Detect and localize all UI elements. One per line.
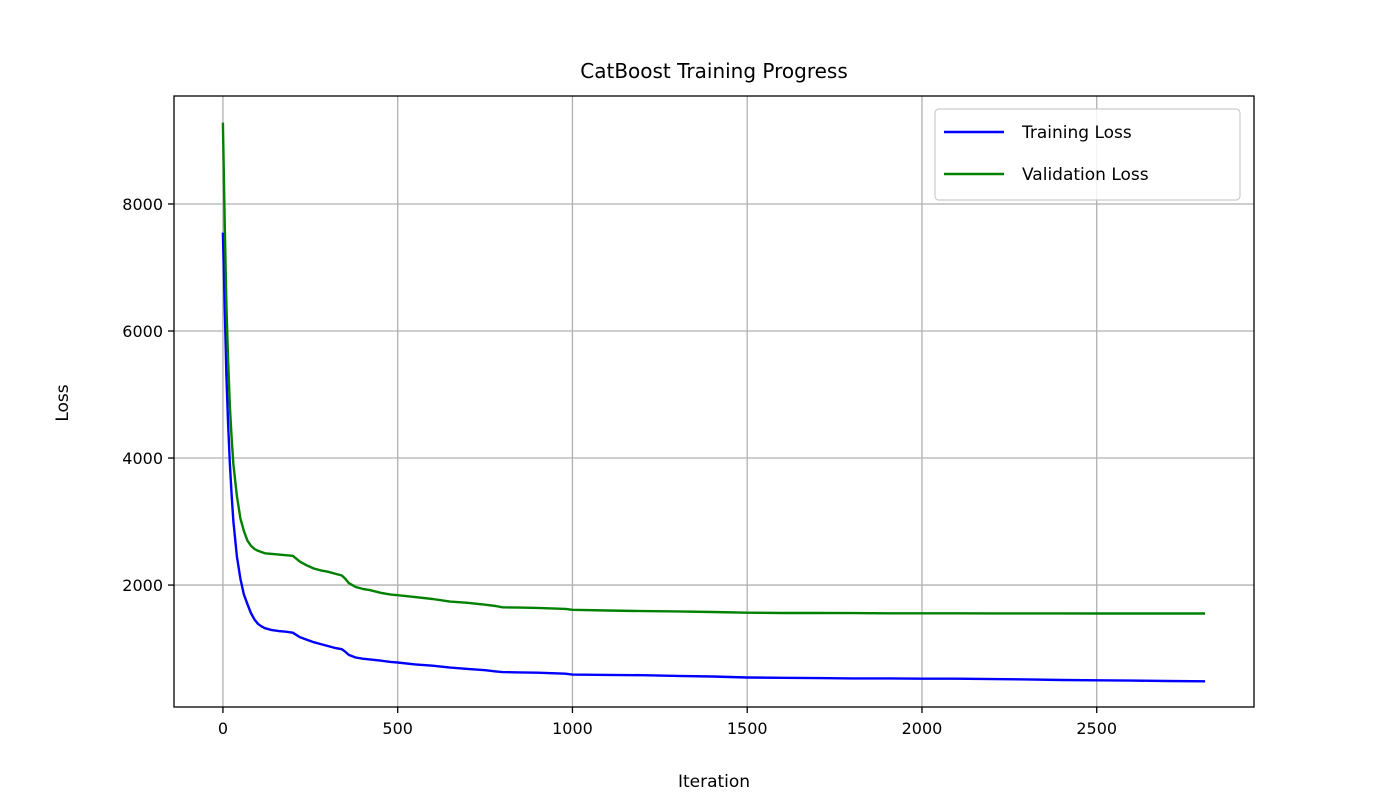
- x-tick-label: 0: [218, 719, 228, 738]
- y-axis-label: Loss: [53, 384, 73, 421]
- y-tick-label: 6000: [122, 322, 163, 341]
- x-tick-label: 500: [382, 719, 413, 738]
- series-layer: [221, 122, 1206, 683]
- legend: Training Loss Validation Loss: [934, 108, 1241, 201]
- legend-label-validation-loss: Validation Loss: [1022, 165, 1149, 185]
- x-tick-label: 1000: [552, 719, 593, 738]
- x-axis: 0 500 1000 1500 2000 2500: [218, 707, 1117, 738]
- x-tick-label: 1500: [727, 719, 768, 738]
- legend-label-training-loss: Training Loss: [1021, 123, 1132, 143]
- x-axis-label: Iteration: [678, 772, 750, 792]
- plot-frame: [173, 95, 1255, 708]
- x-tick-label: 2000: [902, 719, 943, 738]
- y-tick-label: 4000: [122, 449, 163, 468]
- y-axis: 2000 4000 6000 8000: [122, 195, 174, 595]
- series-line-training-loss: [221, 232, 1206, 683]
- legend-box: [934, 108, 1241, 201]
- y-tick-label: 8000: [122, 195, 163, 214]
- x-tick-label: 2500: [1076, 719, 1117, 738]
- series-line-validation-loss: [221, 122, 1206, 615]
- chart-title: CatBoost Training Progress: [580, 59, 848, 83]
- y-tick-label: 2000: [122, 576, 163, 595]
